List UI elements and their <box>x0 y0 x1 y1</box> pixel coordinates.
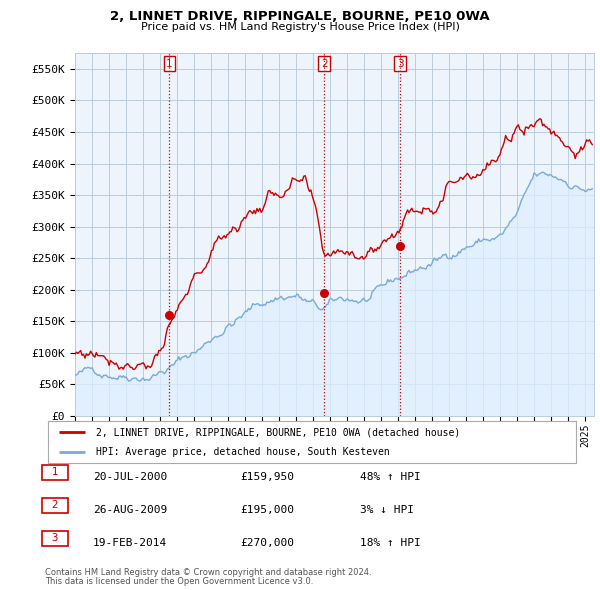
Text: 18% ↑ HPI: 18% ↑ HPI <box>360 538 421 548</box>
Text: 1: 1 <box>166 58 173 68</box>
Text: 3: 3 <box>397 58 404 68</box>
Text: £195,000: £195,000 <box>240 505 294 515</box>
Text: 26-AUG-2009: 26-AUG-2009 <box>93 505 167 515</box>
Text: £270,000: £270,000 <box>240 538 294 548</box>
Text: This data is licensed under the Open Government Licence v3.0.: This data is licensed under the Open Gov… <box>45 577 313 586</box>
Text: 2, LINNET DRIVE, RIPPINGALE, BOURNE, PE10 0WA (detached house): 2, LINNET DRIVE, RIPPINGALE, BOURNE, PE1… <box>95 427 460 437</box>
Text: 3% ↓ HPI: 3% ↓ HPI <box>360 505 414 515</box>
Text: 19-FEB-2014: 19-FEB-2014 <box>93 538 167 548</box>
Text: 48% ↑ HPI: 48% ↑ HPI <box>360 472 421 482</box>
Text: 2: 2 <box>45 500 65 510</box>
Text: 1: 1 <box>45 467 65 477</box>
Text: 3: 3 <box>45 533 65 543</box>
Text: Price paid vs. HM Land Registry's House Price Index (HPI): Price paid vs. HM Land Registry's House … <box>140 22 460 32</box>
Text: 20-JUL-2000: 20-JUL-2000 <box>93 472 167 482</box>
Text: 2, LINNET DRIVE, RIPPINGALE, BOURNE, PE10 0WA: 2, LINNET DRIVE, RIPPINGALE, BOURNE, PE1… <box>110 10 490 23</box>
Text: HPI: Average price, detached house, South Kesteven: HPI: Average price, detached house, Sout… <box>95 447 389 457</box>
Text: £159,950: £159,950 <box>240 472 294 482</box>
Text: Contains HM Land Registry data © Crown copyright and database right 2024.: Contains HM Land Registry data © Crown c… <box>45 568 371 576</box>
Text: 2: 2 <box>321 58 328 68</box>
